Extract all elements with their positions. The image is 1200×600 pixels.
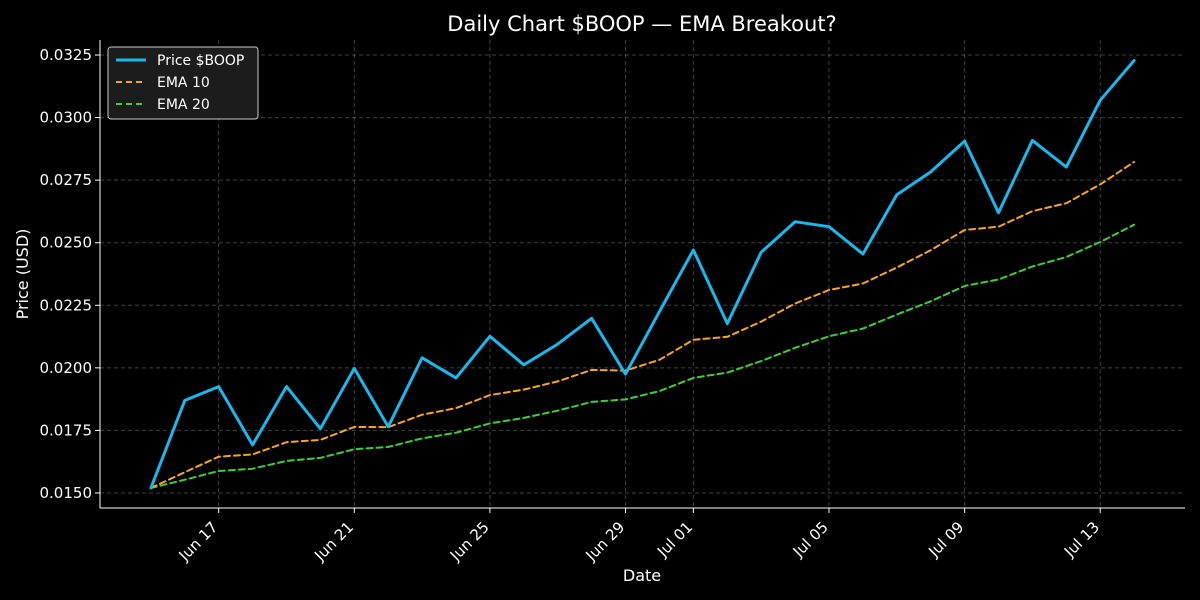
x-axis-title: Date <box>623 566 661 585</box>
legend-label-ema20: EMA 20 <box>157 97 210 113</box>
x-tick-label: Jul 05 <box>789 518 832 561</box>
series-line-ema20 <box>149 223 1136 489</box>
y-tick-label: 0.0150 <box>40 484 93 502</box>
y-tick-label: 0.0175 <box>40 421 93 439</box>
y-tick-label: 0.0300 <box>40 109 93 127</box>
series-line-price <box>149 59 1136 490</box>
series-lines <box>149 59 1136 490</box>
y-ticks: 0.0150 0.0175 0.0200 0.0225 0.0250 0.0275 0.03… <box>40 46 100 502</box>
x-tick-label: Jul 09 <box>924 518 967 561</box>
y-axis-title: Price (USD) <box>13 229 32 320</box>
y-tick-label: 0.0200 <box>40 359 93 377</box>
x-tick-label: Jun 17 <box>175 518 222 565</box>
y-tick-label: 0.0275 <box>40 171 93 189</box>
axes <box>99 40 1185 509</box>
grid <box>100 40 1185 508</box>
x-tick-label: Jul 01 <box>653 518 696 561</box>
x-tick-label: Jun 25 <box>446 518 493 565</box>
y-tick-label: 0.0325 <box>40 46 93 64</box>
legend: Price $BOOP EMA 10 EMA 20 <box>107 46 259 120</box>
x-tick-label: Jul 13 <box>1060 518 1103 561</box>
legend-label-price: Price $BOOP <box>157 53 244 69</box>
y-tick-label: 0.0225 <box>40 296 93 314</box>
x-tick-label: Jun 29 <box>581 518 628 565</box>
legend-box <box>107 46 259 120</box>
y-tick-label: 0.0250 <box>40 234 93 252</box>
series-line-ema10 <box>149 160 1136 489</box>
x-tick-label: Jun 21 <box>310 518 357 565</box>
legend-label-ema10: EMA 10 <box>157 75 210 91</box>
chart-title: Daily Chart $BOOP — EMA Breakout? <box>447 12 836 36</box>
x-ticks: Jun 17 Jun 21 Jun 25 Jun 29 Jul 01 Jul 05 Jul … <box>175 508 1103 565</box>
